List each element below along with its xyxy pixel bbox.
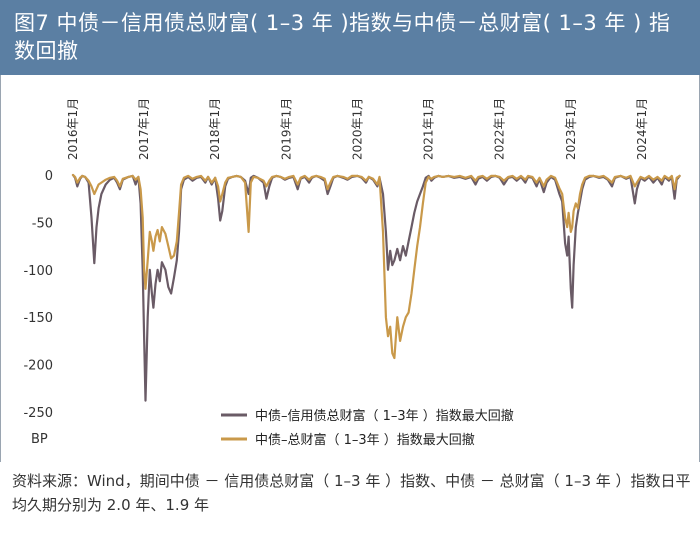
y-unit-label: BP bbox=[31, 432, 48, 447]
y-tick-label: 0 bbox=[45, 169, 53, 184]
y-tick-label: -50 bbox=[32, 216, 53, 231]
x-tick-label: 2020年1月 bbox=[350, 98, 364, 160]
x-tick-label: 2018年1月 bbox=[208, 98, 222, 160]
legend-label: 中债–总财富（ 1–3年 ）指数最大回撤 bbox=[255, 432, 475, 448]
series-line-credit-bond bbox=[71, 173, 681, 402]
y-tick-label: -150 bbox=[23, 311, 53, 326]
figure-title: 图7 中债－信用债总财富( 1–3 年 )指数与中债－总财富( 1–3 年 ) … bbox=[14, 11, 671, 63]
figure-title-bar: 图7 中债－信用债总财富( 1–3 年 )指数与中债－总财富( 1–3 年 ) … bbox=[0, 0, 700, 75]
source-note: 资料来源：Wind，期间中债 － 信用债总财富（ 1–3 年 ）指数、中债 － … bbox=[12, 472, 691, 514]
y-tick-label: -250 bbox=[23, 406, 53, 421]
x-tick-label: 2022年1月 bbox=[493, 98, 507, 160]
x-tick-label: 2023年1月 bbox=[564, 98, 578, 160]
x-tick-label: 2021年1月 bbox=[422, 98, 436, 160]
drawdown-line-chart: 0 -50 -100 -150 -200 -250 BP 2016年1月 2017年1月 2018… bbox=[23, 98, 681, 448]
legend-label: 中债–信用债总财富（ 1–3年 ）指数最大回撤 bbox=[255, 408, 514, 424]
y-tick-label: -100 bbox=[23, 264, 53, 279]
y-tick-label: -200 bbox=[23, 359, 53, 374]
chart-frame: 0 -50 -100 -150 -200 -250 BP 2016年1月 2017年1月 2018… bbox=[0, 75, 700, 462]
x-tick-label: 2016年1月 bbox=[66, 98, 80, 160]
series-line-total-wealth bbox=[71, 173, 681, 360]
x-tick-label: 2024年1月 bbox=[635, 98, 649, 160]
x-tick-label: 2019年1月 bbox=[279, 98, 293, 160]
x-tick-label: 2017年1月 bbox=[137, 98, 151, 160]
